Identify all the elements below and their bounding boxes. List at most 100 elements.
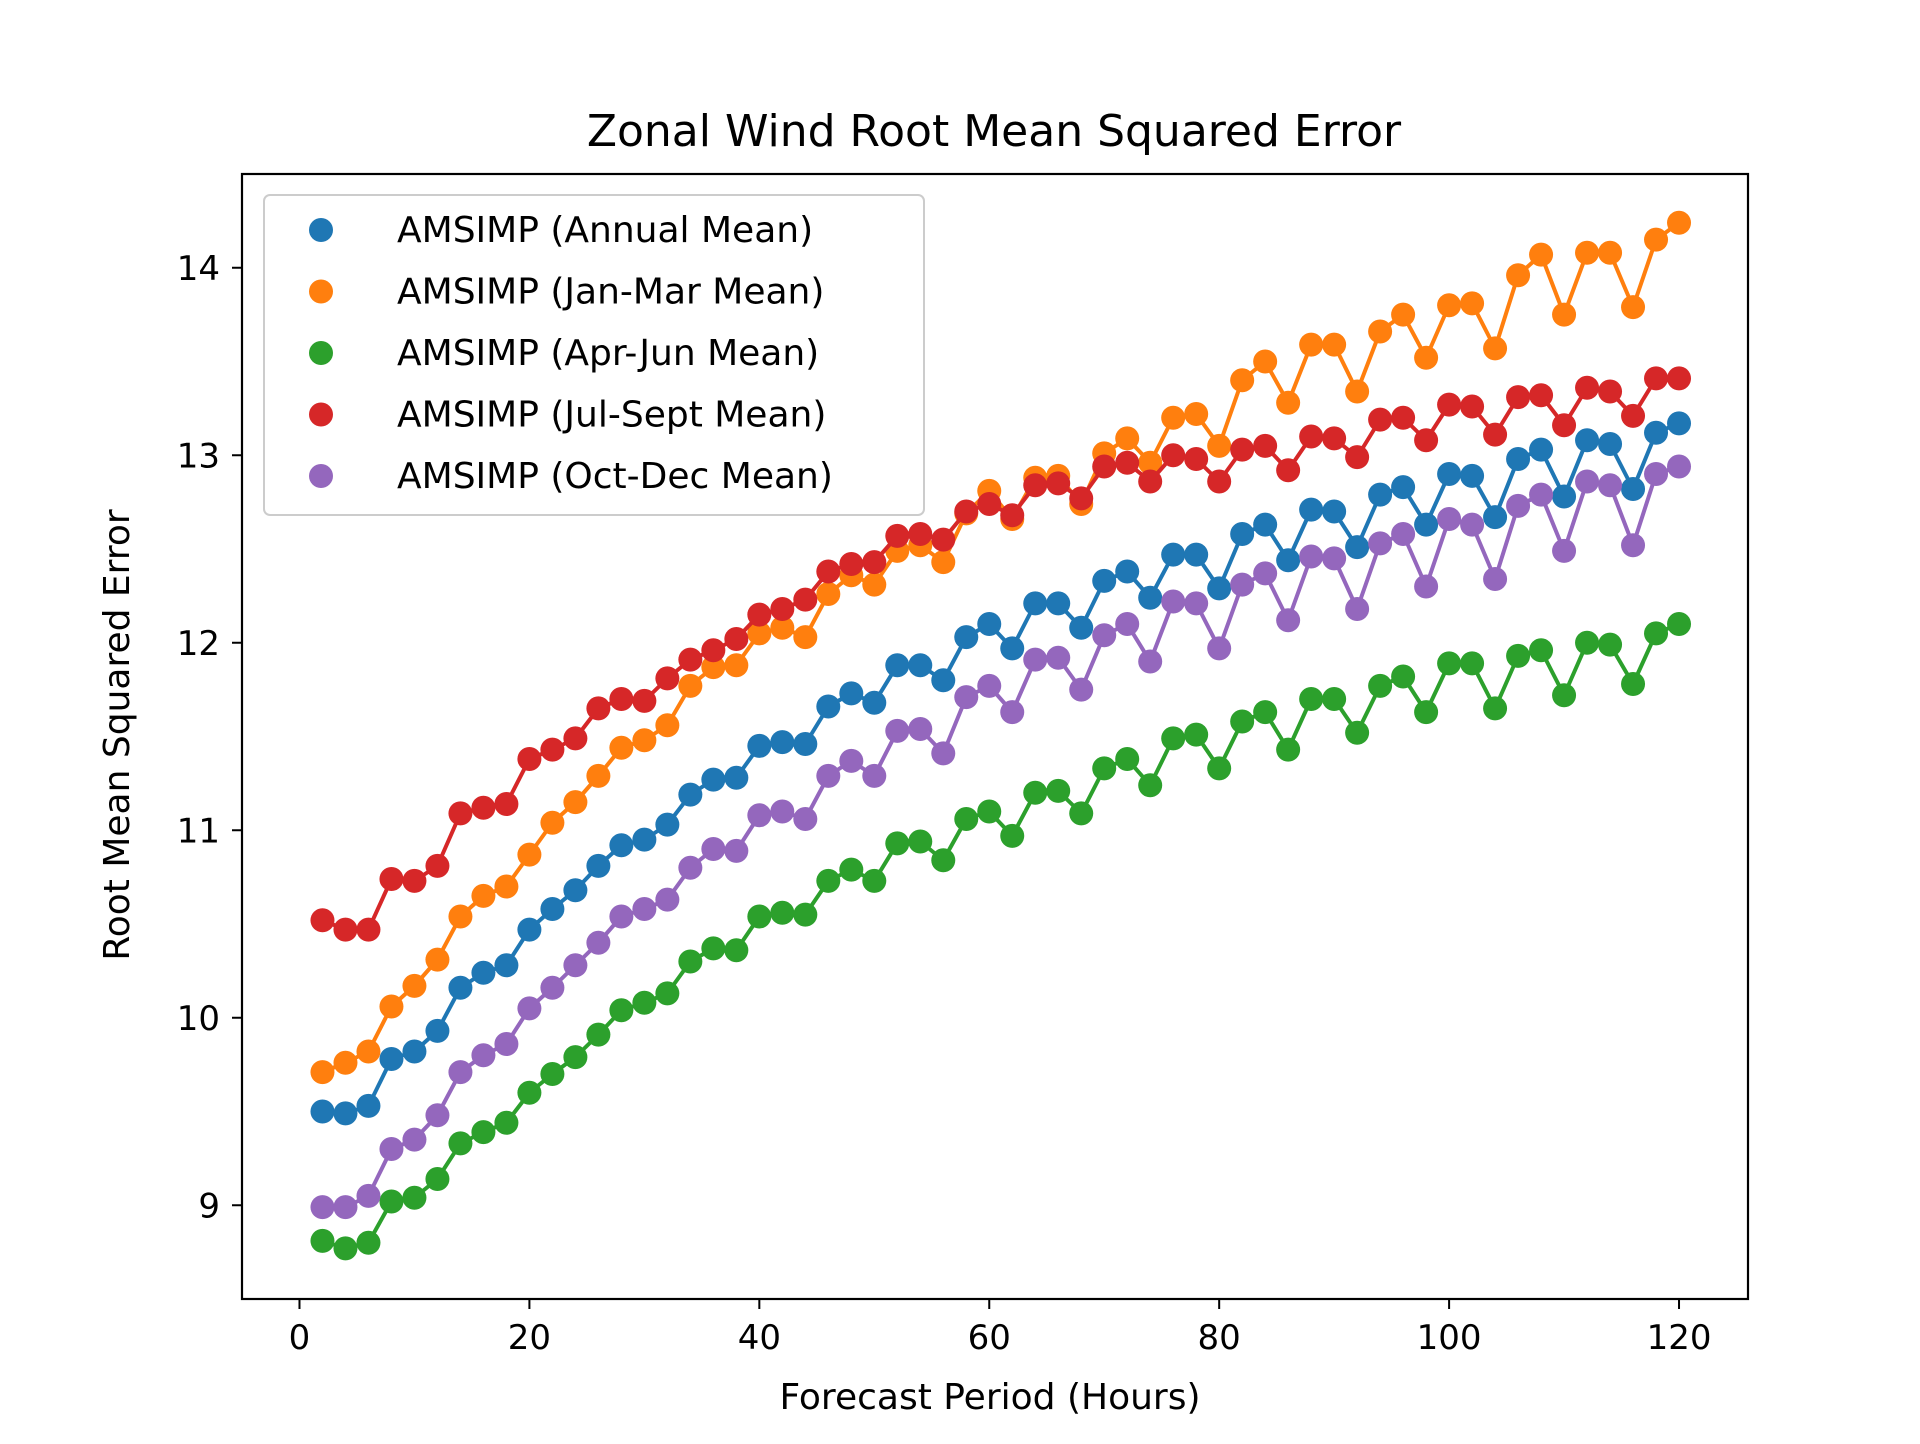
data-point — [586, 763, 611, 788]
data-point — [701, 638, 726, 663]
data-point — [402, 1039, 427, 1064]
data-point — [402, 973, 427, 998]
data-point — [701, 767, 726, 792]
data-point — [724, 627, 749, 651]
legend-marker — [309, 464, 333, 488]
series-4 — [310, 454, 1692, 1220]
data-point — [1092, 756, 1117, 781]
data-point — [471, 1043, 496, 1068]
data-point — [563, 878, 588, 903]
data-point — [586, 1022, 611, 1047]
data-point — [425, 853, 450, 878]
data-point — [540, 1062, 565, 1086]
data-point — [678, 949, 703, 974]
data-point — [724, 938, 749, 963]
data-point — [1529, 242, 1554, 267]
data-point — [816, 694, 841, 719]
data-point — [1575, 375, 1600, 400]
data-point — [1460, 463, 1485, 488]
data-point — [1000, 823, 1025, 848]
data-point — [1598, 240, 1623, 265]
data-point — [1023, 647, 1048, 672]
data-point — [1529, 638, 1554, 663]
data-point — [678, 647, 703, 672]
x-tick-label: 120 — [1647, 1318, 1712, 1358]
data-point — [494, 1110, 519, 1135]
data-point — [885, 653, 910, 678]
data-point — [356, 1230, 381, 1255]
data-point — [1552, 484, 1577, 509]
y-tick-label: 11 — [177, 811, 220, 851]
data-point — [747, 904, 772, 929]
data-point — [1138, 469, 1163, 494]
data-point — [1322, 332, 1347, 357]
data-point — [1000, 636, 1025, 661]
data-point — [1207, 756, 1232, 781]
data-point — [1598, 632, 1623, 657]
data-point — [977, 673, 1002, 698]
data-point — [448, 1060, 473, 1085]
axis-ticks: 0 20 40 60 80 100 120 9 10 11 12 13 14 — [177, 249, 1712, 1358]
data-point — [1184, 542, 1209, 567]
data-point — [931, 527, 956, 552]
data-point — [494, 874, 519, 899]
data-point — [1667, 210, 1692, 235]
data-point — [586, 696, 611, 721]
data-point — [977, 799, 1002, 824]
data-point — [1161, 443, 1186, 468]
data-point — [862, 763, 887, 788]
data-point — [1276, 458, 1301, 483]
data-point — [1598, 473, 1623, 498]
data-point — [632, 688, 657, 713]
series-3 — [310, 366, 1692, 942]
data-point — [954, 807, 979, 831]
data-point — [1322, 687, 1347, 711]
data-point — [1552, 683, 1577, 708]
data-point — [1322, 546, 1347, 571]
data-point — [1621, 533, 1646, 558]
data-point — [1529, 482, 1554, 507]
data-point — [1368, 482, 1393, 507]
data-point — [1437, 462, 1462, 486]
data-point — [839, 857, 864, 882]
legend-marker — [309, 341, 333, 365]
series-0 — [310, 411, 1692, 1126]
data-point — [1506, 385, 1531, 410]
data-point — [1345, 379, 1370, 404]
x-axis-label: Forecast Period (Hours) — [779, 1377, 1200, 1418]
data-point — [1207, 636, 1232, 661]
data-point — [954, 625, 979, 650]
data-point — [1299, 424, 1324, 449]
data-point — [770, 900, 795, 925]
series-2 — [310, 612, 1692, 1261]
data-point — [793, 732, 818, 756]
data-point — [747, 803, 772, 828]
data-point — [908, 522, 933, 546]
data-point — [540, 810, 565, 835]
data-point — [1046, 591, 1071, 616]
data-point — [1184, 722, 1209, 747]
data-point — [471, 883, 496, 908]
data-point — [1161, 589, 1186, 614]
legend: AMSIMP (Annual Mean) AMSIMP (Jan-Mar Mean… — [263, 194, 925, 516]
data-point — [931, 550, 956, 575]
legend-label: AMSIMP (Annual Mean) — [397, 210, 813, 251]
data-point — [1000, 503, 1025, 528]
data-point — [333, 1050, 358, 1075]
data-point — [379, 867, 404, 891]
data-point — [931, 741, 956, 766]
data-point — [517, 1080, 542, 1105]
data-point — [1414, 700, 1439, 725]
data-point — [678, 855, 703, 880]
data-point — [816, 763, 841, 788]
data-point — [609, 833, 634, 858]
data-point — [563, 790, 588, 815]
data-point — [1621, 477, 1646, 501]
data-point — [1299, 687, 1324, 711]
data-point — [701, 837, 726, 861]
data-point — [1069, 801, 1094, 826]
legend-label: AMSIMP (Oct-Dec Mean) — [397, 456, 833, 497]
data-point — [1299, 544, 1324, 569]
